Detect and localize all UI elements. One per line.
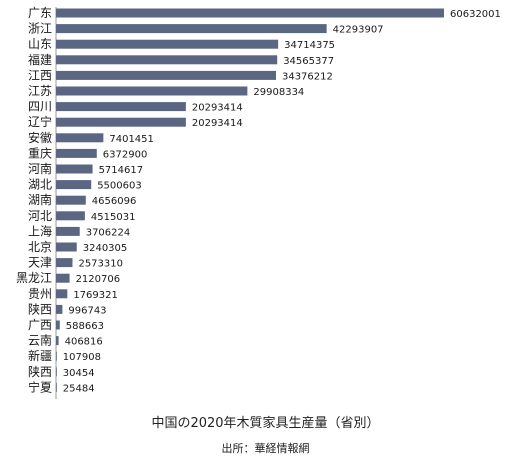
value-label: 30454 [63, 368, 95, 379]
bar [56, 24, 327, 34]
category-label: 湖北 [28, 177, 52, 192]
value-label: 406816 [65, 337, 103, 348]
bar [56, 86, 248, 96]
category-label: 天津 [28, 256, 52, 270]
category-label: 辽宁 [28, 114, 52, 129]
category-label: 新疆 [28, 348, 52, 363]
value-label: 7401451 [109, 134, 154, 145]
bar [56, 304, 63, 314]
bar [56, 148, 97, 158]
bar [56, 273, 70, 283]
value-label: 20293414 [192, 118, 243, 129]
bar-chart-plot: 广东 60632001 浙江 42293907 山东 34714375 福建 34565377… [16, 6, 501, 399]
value-label: 34565377 [283, 56, 334, 67]
bar [56, 164, 93, 174]
category-label: 贵州 [28, 287, 52, 301]
bar [56, 367, 57, 377]
value-label: 5500603 [97, 181, 142, 192]
category-label: 河北 [28, 209, 52, 223]
category-label: 陕西 [28, 301, 52, 316]
chart-title: 中国の2020年木質家具生産量（省別） [151, 416, 380, 431]
category-label: 上海 [28, 223, 52, 238]
bar [56, 242, 77, 252]
bar [56, 70, 276, 80]
category-label: 四川 [28, 100, 52, 114]
category-label: 安徽 [28, 130, 52, 145]
bar [56, 8, 444, 18]
value-label: 34714375 [284, 40, 335, 51]
category-label: 北京 [28, 240, 52, 254]
value-label: 34376212 [282, 71, 333, 82]
value-label: 2120706 [76, 274, 121, 285]
bar [56, 55, 278, 65]
bar [56, 195, 86, 205]
bar [56, 211, 85, 221]
category-label: 重庆 [28, 146, 52, 160]
chart-source: 出所：華経情報網 [221, 442, 310, 455]
bar [56, 180, 92, 190]
value-label: 996743 [68, 305, 106, 316]
value-label: 6372900 [103, 149, 148, 160]
bar [56, 226, 80, 236]
bar [56, 351, 57, 361]
category-label: 福建 [28, 52, 52, 67]
bar [56, 289, 68, 299]
bar [56, 336, 59, 346]
bar [56, 382, 57, 392]
value-label: 4656096 [92, 196, 137, 207]
bar [56, 117, 186, 127]
category-label: 江西 [28, 68, 52, 82]
category-label: 山东 [28, 37, 52, 51]
value-label: 25484 [63, 383, 95, 394]
category-label: 广东 [28, 6, 52, 20]
category-label: 陕西 [28, 364, 52, 379]
value-label: 588663 [66, 321, 104, 332]
bar [56, 102, 186, 112]
value-label: 20293414 [192, 103, 243, 114]
value-label: 4515031 [91, 212, 136, 223]
category-label: 广西 [28, 318, 52, 332]
category-label: 浙江 [28, 22, 52, 36]
value-label: 1769321 [73, 290, 118, 301]
bar [56, 39, 279, 49]
bar [56, 320, 60, 330]
category-label: 湖南 [28, 192, 52, 207]
value-label: 107908 [63, 352, 101, 363]
value-label: 3706224 [86, 227, 131, 238]
value-label: 29908334 [253, 87, 304, 98]
bar [56, 258, 73, 268]
category-label: 宁夏 [28, 379, 52, 394]
value-label: 3240305 [83, 243, 128, 254]
category-label: 河南 [28, 161, 52, 176]
category-label: 黑龙江 [16, 271, 52, 285]
category-label: 江苏 [28, 84, 52, 98]
value-label: 60632001 [450, 9, 501, 20]
value-label: 2573310 [78, 259, 123, 270]
value-label: 42293907 [333, 25, 384, 36]
value-label: 5714617 [99, 165, 144, 176]
category-label: 云南 [28, 333, 52, 348]
bar [56, 133, 104, 143]
